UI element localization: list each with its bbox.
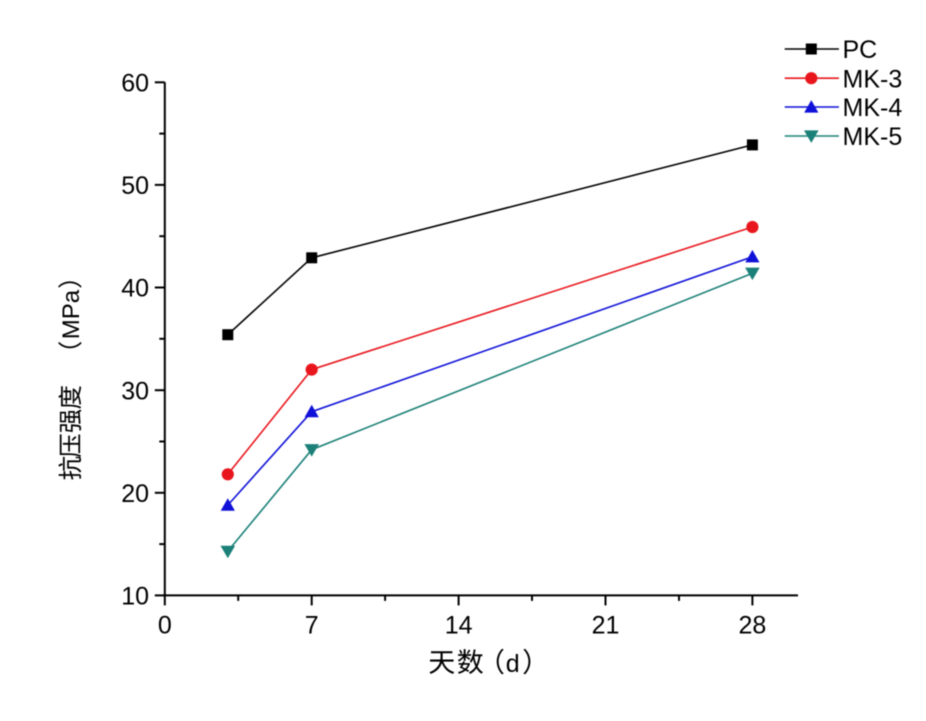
svg-text:MPa: MPa — [58, 289, 85, 339]
svg-text:28: 28 — [738, 611, 766, 639]
svg-text:MK-4: MK-4 — [843, 94, 903, 122]
svg-text:50: 50 — [121, 172, 149, 200]
svg-text:60: 60 — [121, 69, 149, 97]
svg-text:7: 7 — [305, 611, 319, 639]
svg-text:MK-3: MK-3 — [843, 65, 903, 93]
svg-text:PC: PC — [843, 36, 878, 64]
svg-text:10: 10 — [121, 583, 149, 611]
svg-text:40: 40 — [121, 275, 149, 303]
svg-text:MK-5: MK-5 — [843, 123, 903, 151]
svg-text:30: 30 — [121, 377, 149, 405]
svg-text:d: d — [506, 650, 520, 678]
svg-text:14: 14 — [445, 611, 473, 639]
svg-text:0: 0 — [158, 611, 172, 639]
svg-text:20: 20 — [121, 480, 149, 508]
svg-text:21: 21 — [592, 611, 620, 639]
